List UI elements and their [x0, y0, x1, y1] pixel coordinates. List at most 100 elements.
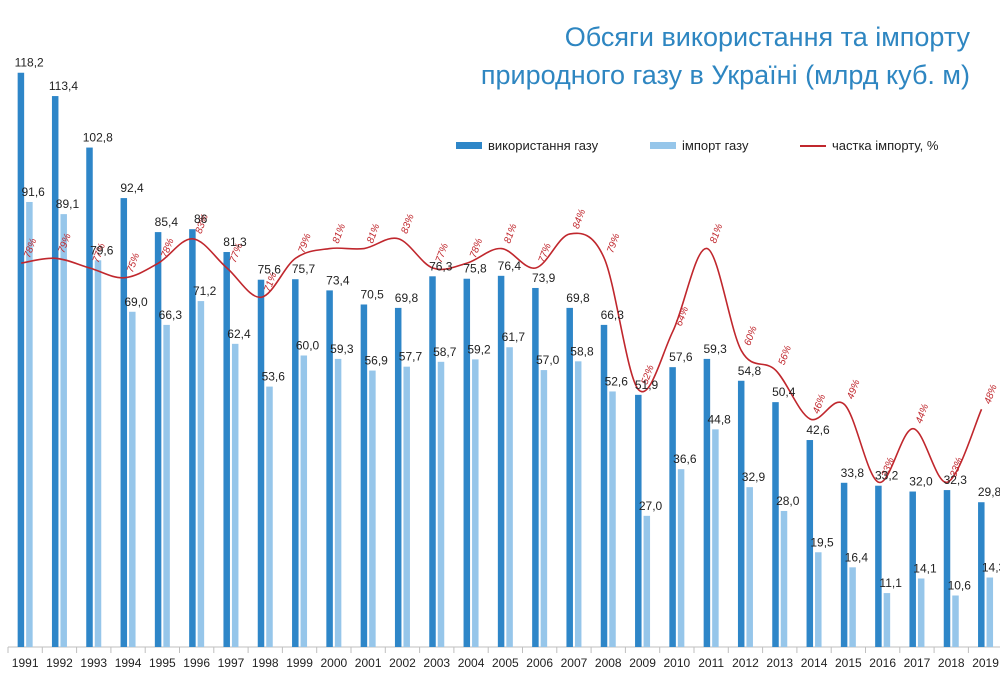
legend-item-share: частка імпорту, % [800, 138, 938, 153]
bar-import [197, 301, 205, 647]
bar-import [609, 391, 616, 647]
bar-usage [737, 380, 745, 647]
label-usage: 69,8 [566, 291, 590, 305]
label-import: 71,2 [193, 284, 217, 298]
label-usage: 73,9 [532, 271, 556, 285]
bar-usage [600, 324, 608, 647]
x-tick-label: 2003 [423, 656, 450, 670]
bar-import [163, 324, 170, 647]
bar-import [472, 359, 479, 647]
share-label: 64% [674, 305, 691, 328]
label-usage: 32,3 [944, 473, 968, 487]
label-import: 57,7 [399, 350, 423, 364]
x-tick-label: 2018 [938, 656, 965, 670]
share-label: 79% [57, 232, 74, 255]
bar-import [506, 347, 513, 647]
bar-usage [394, 307, 402, 647]
label-import: 36,6 [673, 452, 697, 466]
label-import: 19,5 [810, 535, 834, 549]
bar-usage [532, 287, 539, 647]
chart-title-line-1: Обсяги використання та імпорту [564, 22, 970, 52]
x-tick-label: 1993 [80, 656, 107, 670]
label-import: 14,1 [913, 561, 937, 575]
label-import: 69,0 [124, 295, 148, 309]
bar-usage [978, 502, 985, 647]
label-import: 56,9 [364, 354, 388, 368]
label-usage: 76,3 [429, 259, 453, 273]
bar-usage [86, 147, 93, 647]
label-import: 53,6 [262, 370, 286, 384]
bar-usage [463, 278, 471, 647]
label-usage: 102,8 [83, 131, 113, 145]
label-usage: 75,8 [463, 262, 487, 276]
label-usage: 33,8 [841, 466, 865, 480]
label-usage: 66,3 [601, 308, 625, 322]
x-tick-label: 2014 [801, 656, 828, 670]
label-usage: 70,5 [360, 287, 384, 301]
share-label: 48% [983, 383, 1000, 406]
bars [17, 72, 994, 648]
label-import: 60,0 [296, 339, 320, 353]
legend-label-share: частка імпорту, % [832, 138, 939, 153]
label-usage: 113,4 [49, 79, 78, 93]
x-tick-label: 2012 [732, 656, 759, 670]
bar-import [231, 343, 239, 647]
label-usage: 50,4 [772, 385, 796, 399]
bar-usage [497, 275, 505, 647]
label-usage: 85,4 [155, 215, 179, 229]
bar-import [94, 260, 102, 647]
x-tick-label: 2006 [526, 656, 553, 670]
label-usage: 75,6 [258, 263, 282, 277]
label-usage: 81,3 [223, 235, 247, 249]
bar-usage [360, 304, 368, 647]
x-tick-label: 2009 [629, 656, 656, 670]
legend-item-import: імпорт газу [650, 138, 748, 153]
bar-usage [120, 198, 128, 647]
bar-usage [875, 485, 882, 647]
label-usage: 76,4 [498, 259, 522, 273]
label-import: 57,0 [536, 353, 560, 367]
share-label: 81% [365, 222, 382, 245]
bar-usage [154, 232, 162, 647]
label-import: 14,3 [982, 561, 1000, 575]
x-tick-label: 2005 [492, 656, 519, 670]
x-tick-label: 1991 [12, 656, 39, 670]
bar-usage [292, 279, 299, 647]
label-import: 59,2 [467, 342, 491, 356]
legend-label-usage: використання газу [488, 138, 599, 153]
share-label: 81% [502, 222, 519, 245]
bar-import [986, 577, 994, 647]
bar-import [369, 370, 376, 647]
bar-import [60, 214, 67, 647]
bar-import [403, 366, 410, 647]
bar-import [266, 386, 273, 647]
x-tick-label: 2004 [458, 656, 485, 670]
label-usage: 118,2 [15, 56, 44, 70]
bar-import [334, 358, 342, 647]
share-label: 78% [22, 237, 39, 260]
x-tick-label: 1999 [286, 656, 313, 670]
label-usage: 59,3 [703, 342, 727, 356]
label-usage: 29,8 [978, 485, 1000, 499]
label-import: 58,7 [433, 345, 457, 359]
x-tick-label: 1996 [183, 656, 210, 670]
x-tick-label: 2016 [869, 656, 896, 670]
x-tick-label: 1995 [149, 656, 176, 670]
label-import: 16,4 [845, 550, 869, 564]
x-tick-label: 2007 [561, 656, 588, 670]
x-tick-label: 1994 [115, 656, 142, 670]
x-tick-label: 1992 [46, 656, 73, 670]
bar-import [849, 567, 856, 647]
x-tick-label: 1998 [252, 656, 279, 670]
share-label: 78% [159, 237, 176, 260]
bar-import [746, 487, 753, 647]
bar-import [643, 515, 651, 647]
x-tick-label: 2011 [698, 656, 724, 670]
label-import: 66,3 [159, 308, 183, 322]
legend-swatch-usage [456, 142, 482, 149]
share-label: 56% [777, 344, 794, 367]
chart-title-line-2: природного газу в Україні (млрд куб. м) [480, 60, 970, 90]
label-import: 52,6 [605, 374, 629, 388]
bar-usage [223, 252, 230, 647]
